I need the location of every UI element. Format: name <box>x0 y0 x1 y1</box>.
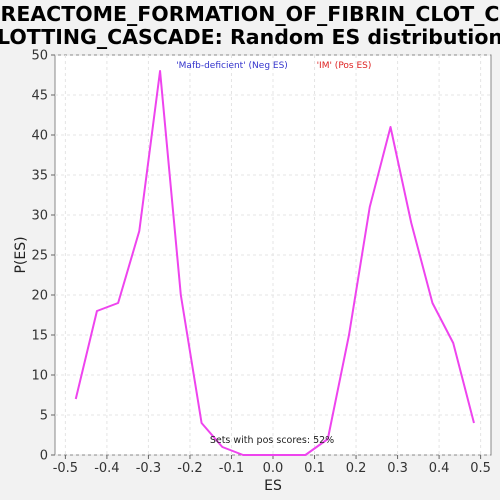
legend-entry-neg: 'Mafb-deficient' (Neg ES) <box>176 61 288 71</box>
x-axis-ticks: -0.5 -0.4 -0.3 -0.2 -0.1 0.0 0.1 0.2 0.3 0.4 0.5 <box>53 455 491 476</box>
x-tick-label: -0.2 <box>177 461 202 476</box>
x-axis-label: ES <box>264 478 282 494</box>
series-group <box>74 70 475 456</box>
y-axis-ticks: 0 5 10 15 20 25 30 35 40 45 50 <box>31 49 55 464</box>
grid-lines <box>55 54 491 456</box>
x-tick-label: -0.1 <box>219 461 244 476</box>
y-axis-label: P(ES) <box>13 236 29 273</box>
series-line <box>74 70 475 456</box>
chart-title-line-2: LOTTING_CASCADE: Random ES distribution <box>0 25 500 49</box>
x-tick-label: 0.0 <box>263 461 284 476</box>
x-tick-label: 0.1 <box>304 461 325 476</box>
x-tick-label: 0.3 <box>387 461 408 476</box>
y-tick-label: 45 <box>31 89 48 104</box>
y-tick-label: 25 <box>31 249 48 264</box>
y-tick-label: 5 <box>40 409 48 424</box>
x-tick-label: -0.3 <box>136 461 161 476</box>
y-tick-label: 15 <box>31 329 48 344</box>
y-tick-label: 0 <box>40 449 48 464</box>
x-tick-label: 0.5 <box>470 461 491 476</box>
x-tick-label: -0.5 <box>53 461 78 476</box>
y-tick-label: 30 <box>31 209 48 224</box>
y-tick-label: 35 <box>31 169 48 184</box>
y-tick-label: 40 <box>31 129 48 144</box>
x-tick-label: 0.2 <box>346 461 367 476</box>
x-tick-label: -0.4 <box>94 461 119 476</box>
legend-entry-pos: 'IM' (Pos ES) <box>317 61 372 71</box>
y-tick-label: 50 <box>31 49 48 64</box>
pos-scores-annotation: Sets with pos scores: 52% <box>210 435 334 446</box>
y-tick-label: 20 <box>31 289 48 304</box>
x-tick-label: 0.4 <box>429 461 450 476</box>
chart-title-line-1: REACTOME_FORMATION_OF_FIBRIN_CLOT_C <box>1 2 500 26</box>
y-tick-label: 10 <box>31 369 48 384</box>
